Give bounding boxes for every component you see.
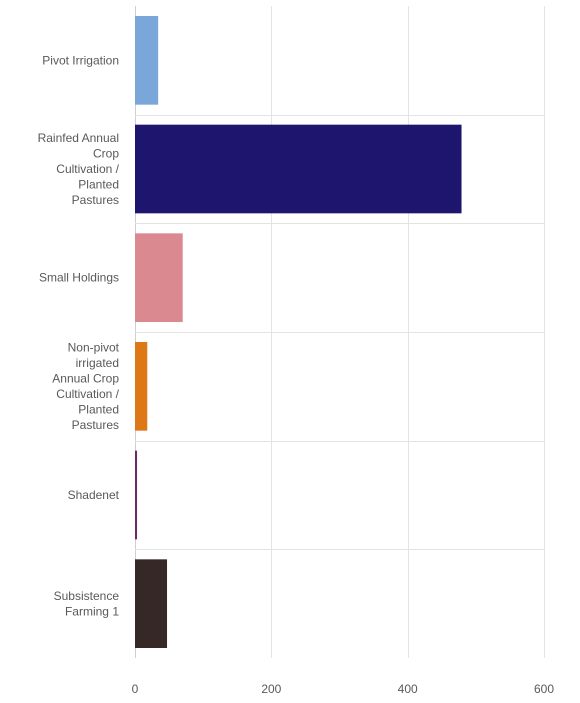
category-label-line: Cultivation / [56,387,119,401]
category-label-line: Farming 1 [65,604,119,618]
bar[interactable] [135,233,183,322]
category-label-line: Planted [78,403,119,417]
x-tick-label: 600 [534,682,554,696]
gridlines [135,6,545,658]
category-label-line: Crop [93,147,119,161]
category-label-line: Pastures [72,418,119,432]
bars [135,16,462,648]
category-label: Small Holdings [39,271,119,285]
category-label-line: Planted [78,178,119,192]
category-label-line: Rainfed Annual [38,131,119,145]
bar[interactable] [135,16,159,105]
x-axis-ticks: 0 200 400 600 [132,682,555,696]
category-label-line: Non-pivot [68,341,120,355]
x-tick-label: 400 [398,682,418,696]
category-label-line: Annual Crop [52,372,119,386]
category-label-line: Pivot Irrigation [42,53,119,67]
category-label-line: irrigated [76,356,119,370]
category-label-line: Shadenet [68,488,120,502]
category-label: Subsistence Farming 1 [54,589,120,619]
x-tick-label: 0 [132,682,139,696]
category-label-line: Subsistence [54,589,120,603]
bar[interactable] [135,559,168,648]
category-label: Rainfed Annual Crop Cultivation / Planted Pa… [38,131,120,207]
category-label: Shadenet [68,488,120,502]
category-label: Pivot Irrigation [42,53,119,67]
category-label-line: Small Holdings [39,271,119,285]
category-label-line: Cultivation / [56,162,119,176]
category-label-line: Pastures [72,193,119,207]
bar[interactable] [135,450,138,540]
x-tick-label: 200 [261,682,281,696]
category-label: Non-pivot irrigated Annual Crop Cultivation… [52,341,119,433]
bar[interactable] [135,342,148,431]
bar[interactable] [135,124,462,214]
